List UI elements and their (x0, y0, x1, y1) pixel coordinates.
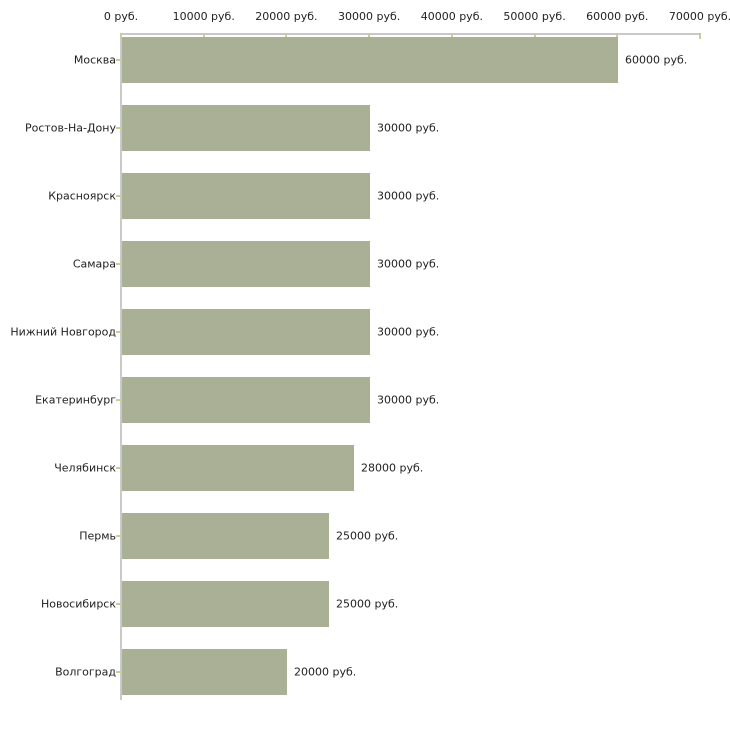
category-label: Красноярск (48, 189, 116, 203)
category-label: Екатеринбург (35, 393, 116, 407)
category-tick-mark (116, 127, 121, 129)
x-axis-tick-label: 20000 руб. (255, 10, 318, 23)
x-axis-tick-mark (285, 33, 288, 39)
x-axis-tick-label: 10000 руб. (172, 10, 235, 23)
value-label: 25000 руб. (336, 529, 399, 543)
x-axis-tick-mark (368, 33, 371, 39)
value-label: 60000 руб. (625, 53, 688, 67)
category-label: Москва (73, 53, 116, 67)
value-label: 25000 руб. (336, 597, 399, 611)
bar (122, 105, 370, 151)
category-tick-mark (116, 331, 121, 333)
category-tick-mark (116, 263, 121, 265)
bar (122, 581, 329, 627)
category-label: Нижний Новгород (10, 325, 116, 339)
x-axis-tick-label: 30000 руб. (338, 10, 401, 23)
category-tick-mark (116, 399, 121, 401)
value-label: 30000 руб. (377, 121, 440, 135)
x-axis-tick-label: 60000 руб. (586, 10, 649, 23)
category-label: Новосибирск (40, 597, 116, 611)
value-label: 28000 руб. (361, 461, 424, 475)
bar (122, 377, 370, 423)
x-axis-tick-label: 70000 руб. (668, 10, 730, 23)
value-label: 30000 руб. (377, 257, 440, 271)
category-tick-mark (116, 195, 121, 197)
category-tick-mark (116, 603, 121, 605)
bar (122, 241, 370, 287)
value-label: 30000 руб. (377, 325, 440, 339)
bar (122, 309, 370, 355)
value-label: 30000 руб. (377, 393, 440, 407)
x-axis-tick-mark (450, 33, 453, 39)
value-label: 20000 руб. (294, 665, 357, 679)
x-axis-tick-mark (120, 33, 122, 39)
category-tick-mark (116, 59, 121, 61)
bar (122, 37, 618, 83)
bar (122, 445, 354, 491)
x-axis-tick-mark (699, 33, 701, 39)
category-label: Пермь (79, 529, 116, 543)
category-label: Самара (72, 257, 116, 271)
x-axis-tick-label: 40000 руб. (420, 10, 483, 23)
bar (122, 173, 370, 219)
x-axis-tick-mark (616, 33, 619, 39)
category-label: Ростов-На-Дону (24, 121, 116, 135)
bar (122, 513, 329, 559)
category-label: Волгоград (55, 665, 116, 679)
y-axis-line (120, 33, 122, 700)
x-axis-tick-mark (202, 33, 205, 39)
x-axis-tick-label: 0 руб. (103, 10, 139, 23)
x-axis-tick-mark (533, 33, 536, 39)
category-tick-mark (116, 467, 121, 469)
x-axis-tick-label: 50000 руб. (503, 10, 566, 23)
x-axis-line (120, 33, 700, 35)
category-tick-mark (116, 535, 121, 537)
bar (122, 649, 287, 695)
category-label: Челябинск (54, 461, 116, 475)
category-tick-mark (116, 671, 121, 673)
value-label: 30000 руб. (377, 189, 440, 203)
